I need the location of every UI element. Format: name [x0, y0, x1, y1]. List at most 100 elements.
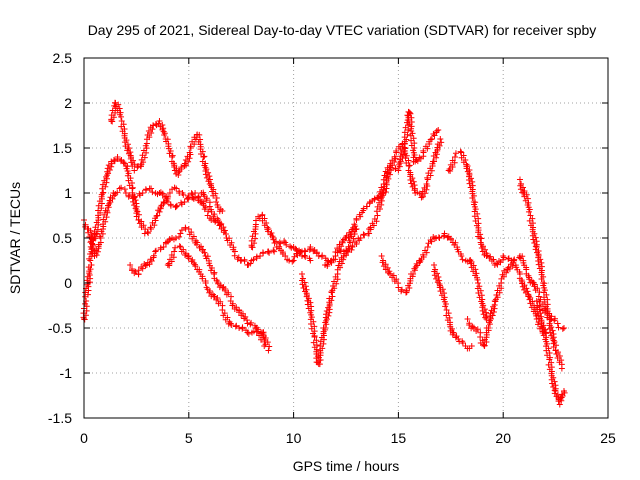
data-point-interp — [304, 301, 311, 308]
data-point-interp — [470, 324, 477, 331]
data-point-interp — [317, 338, 324, 345]
x-tick-label: 20 — [495, 430, 511, 446]
data-point-interp — [142, 186, 149, 193]
data-point-interp — [520, 189, 527, 196]
series-sat-n — [516, 176, 565, 372]
data-point-interp — [199, 275, 206, 282]
data-point-interp — [229, 302, 236, 309]
data-point-interp — [270, 247, 277, 254]
data-point-interp — [153, 213, 160, 220]
data-point-interp — [259, 217, 266, 224]
data-point-interp — [250, 256, 257, 263]
data-point-interp — [387, 270, 394, 277]
data-point-interp — [253, 253, 260, 260]
data-point-interp — [202, 171, 209, 178]
data-point — [445, 167, 452, 174]
data-point-interp — [108, 112, 115, 119]
data-point-interp — [125, 177, 132, 184]
data-point-interp — [126, 182, 133, 189]
data-point-interp — [133, 213, 140, 220]
data-point-interp — [220, 312, 227, 319]
data-point-interp — [527, 300, 534, 307]
data-point-interp — [435, 234, 442, 241]
data-point-interp — [471, 213, 478, 220]
data-point-interp — [501, 267, 508, 274]
data-point-interp — [405, 116, 412, 123]
data-point-interp — [218, 225, 225, 232]
data-point-interp — [192, 194, 199, 201]
data-point — [554, 320, 561, 327]
data-point-interp — [222, 287, 229, 294]
data-point-interp — [441, 232, 448, 239]
data-point-interp — [535, 312, 542, 319]
data-point-interp — [301, 247, 308, 254]
data-point-interp — [367, 224, 374, 231]
data-point-interp — [264, 228, 271, 235]
data-point-interp — [293, 250, 300, 257]
data-point — [535, 293, 542, 300]
data-point-interp — [420, 147, 427, 154]
data-point-interp — [206, 289, 213, 296]
data-point — [257, 253, 264, 259]
data-point-interp — [466, 177, 473, 184]
data-point-interp — [329, 293, 336, 300]
data-point-interp — [209, 188, 216, 195]
data-point — [99, 190, 106, 196]
data-point — [424, 244, 431, 250]
data-point-interp — [99, 181, 106, 188]
data-point-interp — [430, 234, 437, 241]
data-point-interp — [496, 258, 503, 265]
data-point-interp — [201, 249, 208, 256]
data-point — [374, 212, 381, 219]
data-point-interp — [487, 253, 494, 260]
data-point — [265, 248, 272, 255]
data-point — [428, 136, 435, 142]
data-point — [363, 203, 370, 210]
data-point-interp — [332, 248, 339, 255]
data-point-interp — [196, 244, 203, 251]
data-point-interp — [166, 256, 173, 263]
data-point-interp — [531, 283, 538, 290]
data-point-interp — [104, 165, 111, 172]
data-point-interp — [380, 263, 387, 270]
data-point-interp — [157, 244, 164, 251]
data-point — [139, 190, 146, 196]
data-point — [307, 257, 314, 264]
data-point-interp — [124, 147, 131, 154]
data-point-interp — [238, 312, 245, 319]
data-point-interp — [433, 275, 440, 282]
data-point-interp — [326, 295, 333, 302]
data-point-interp — [466, 321, 473, 328]
data-point-interp — [369, 220, 376, 227]
data-point-interp — [436, 284, 443, 291]
data-point-interp — [257, 336, 264, 343]
data-point-interp — [425, 170, 432, 177]
data-point-interp — [446, 166, 453, 173]
y-tick-label: -1 — [60, 365, 73, 381]
data-point-interp — [480, 311, 487, 318]
data-point-interp — [427, 237, 434, 244]
data-point — [261, 343, 268, 349]
data-point — [148, 185, 155, 192]
data-point-interp — [276, 239, 283, 246]
data-point — [298, 271, 305, 277]
data-point-interp — [473, 327, 480, 334]
data-point — [560, 388, 567, 394]
data-point-interp — [128, 159, 135, 166]
data-point-interp — [458, 154, 465, 161]
data-point — [166, 190, 173, 196]
data-point — [533, 298, 540, 304]
data-point — [322, 325, 329, 331]
data-point-interp — [434, 141, 441, 148]
data-point-interp — [470, 268, 477, 275]
data-point-interp — [547, 329, 554, 336]
data-point-interp — [551, 390, 558, 397]
data-point-interp — [180, 191, 187, 198]
data-point-interp — [521, 193, 528, 200]
data-point — [116, 185, 123, 192]
data-point — [410, 271, 417, 277]
data-point-interp — [117, 158, 124, 165]
data-point-interp — [241, 258, 248, 265]
data-point — [431, 158, 438, 165]
data-point-interp — [559, 325, 566, 332]
